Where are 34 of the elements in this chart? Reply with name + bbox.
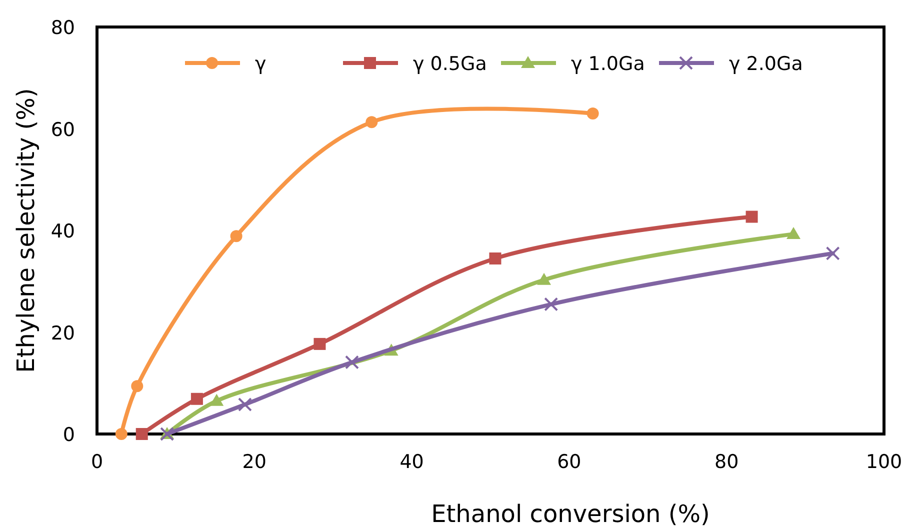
legend-label: γ bbox=[255, 53, 266, 75]
y-tick-label: 20 bbox=[50, 322, 75, 344]
x-tick-label: 20 bbox=[242, 451, 266, 473]
x-axis-title: Ethanol conversion (%) bbox=[431, 500, 710, 528]
point bbox=[230, 230, 242, 242]
point bbox=[826, 246, 840, 260]
point bbox=[544, 297, 558, 312]
point bbox=[586, 107, 599, 120]
y-axis-title: Ethylene selectivity (%) bbox=[12, 88, 40, 373]
y-tick-label: 0 bbox=[62, 424, 75, 446]
point bbox=[344, 355, 359, 370]
point bbox=[366, 116, 378, 128]
x-tick-label: 80 bbox=[714, 451, 739, 473]
legend-label: γ 1.0Ga bbox=[571, 53, 645, 75]
point bbox=[537, 272, 552, 285]
point bbox=[314, 338, 326, 350]
y-tick-label: 60 bbox=[50, 118, 75, 141]
x-tick-label: 0 bbox=[90, 451, 104, 473]
point bbox=[489, 252, 502, 264]
point bbox=[131, 380, 144, 392]
legend-label: γ 0.5Ga bbox=[413, 53, 487, 75]
y-tick-label: 80 bbox=[50, 17, 75, 39]
point bbox=[190, 392, 203, 405]
legend-label: γ 2.0Ga bbox=[729, 53, 803, 75]
point bbox=[210, 394, 224, 406]
point bbox=[746, 210, 758, 223]
x-tick-label: 100 bbox=[866, 451, 902, 473]
x-tick-label: 60 bbox=[557, 451, 582, 473]
point bbox=[136, 428, 148, 440]
point bbox=[238, 397, 252, 412]
point bbox=[115, 428, 128, 440]
x-tick-label: 40 bbox=[400, 451, 424, 473]
point bbox=[786, 227, 800, 240]
y-tick-label: 40 bbox=[50, 220, 75, 242]
